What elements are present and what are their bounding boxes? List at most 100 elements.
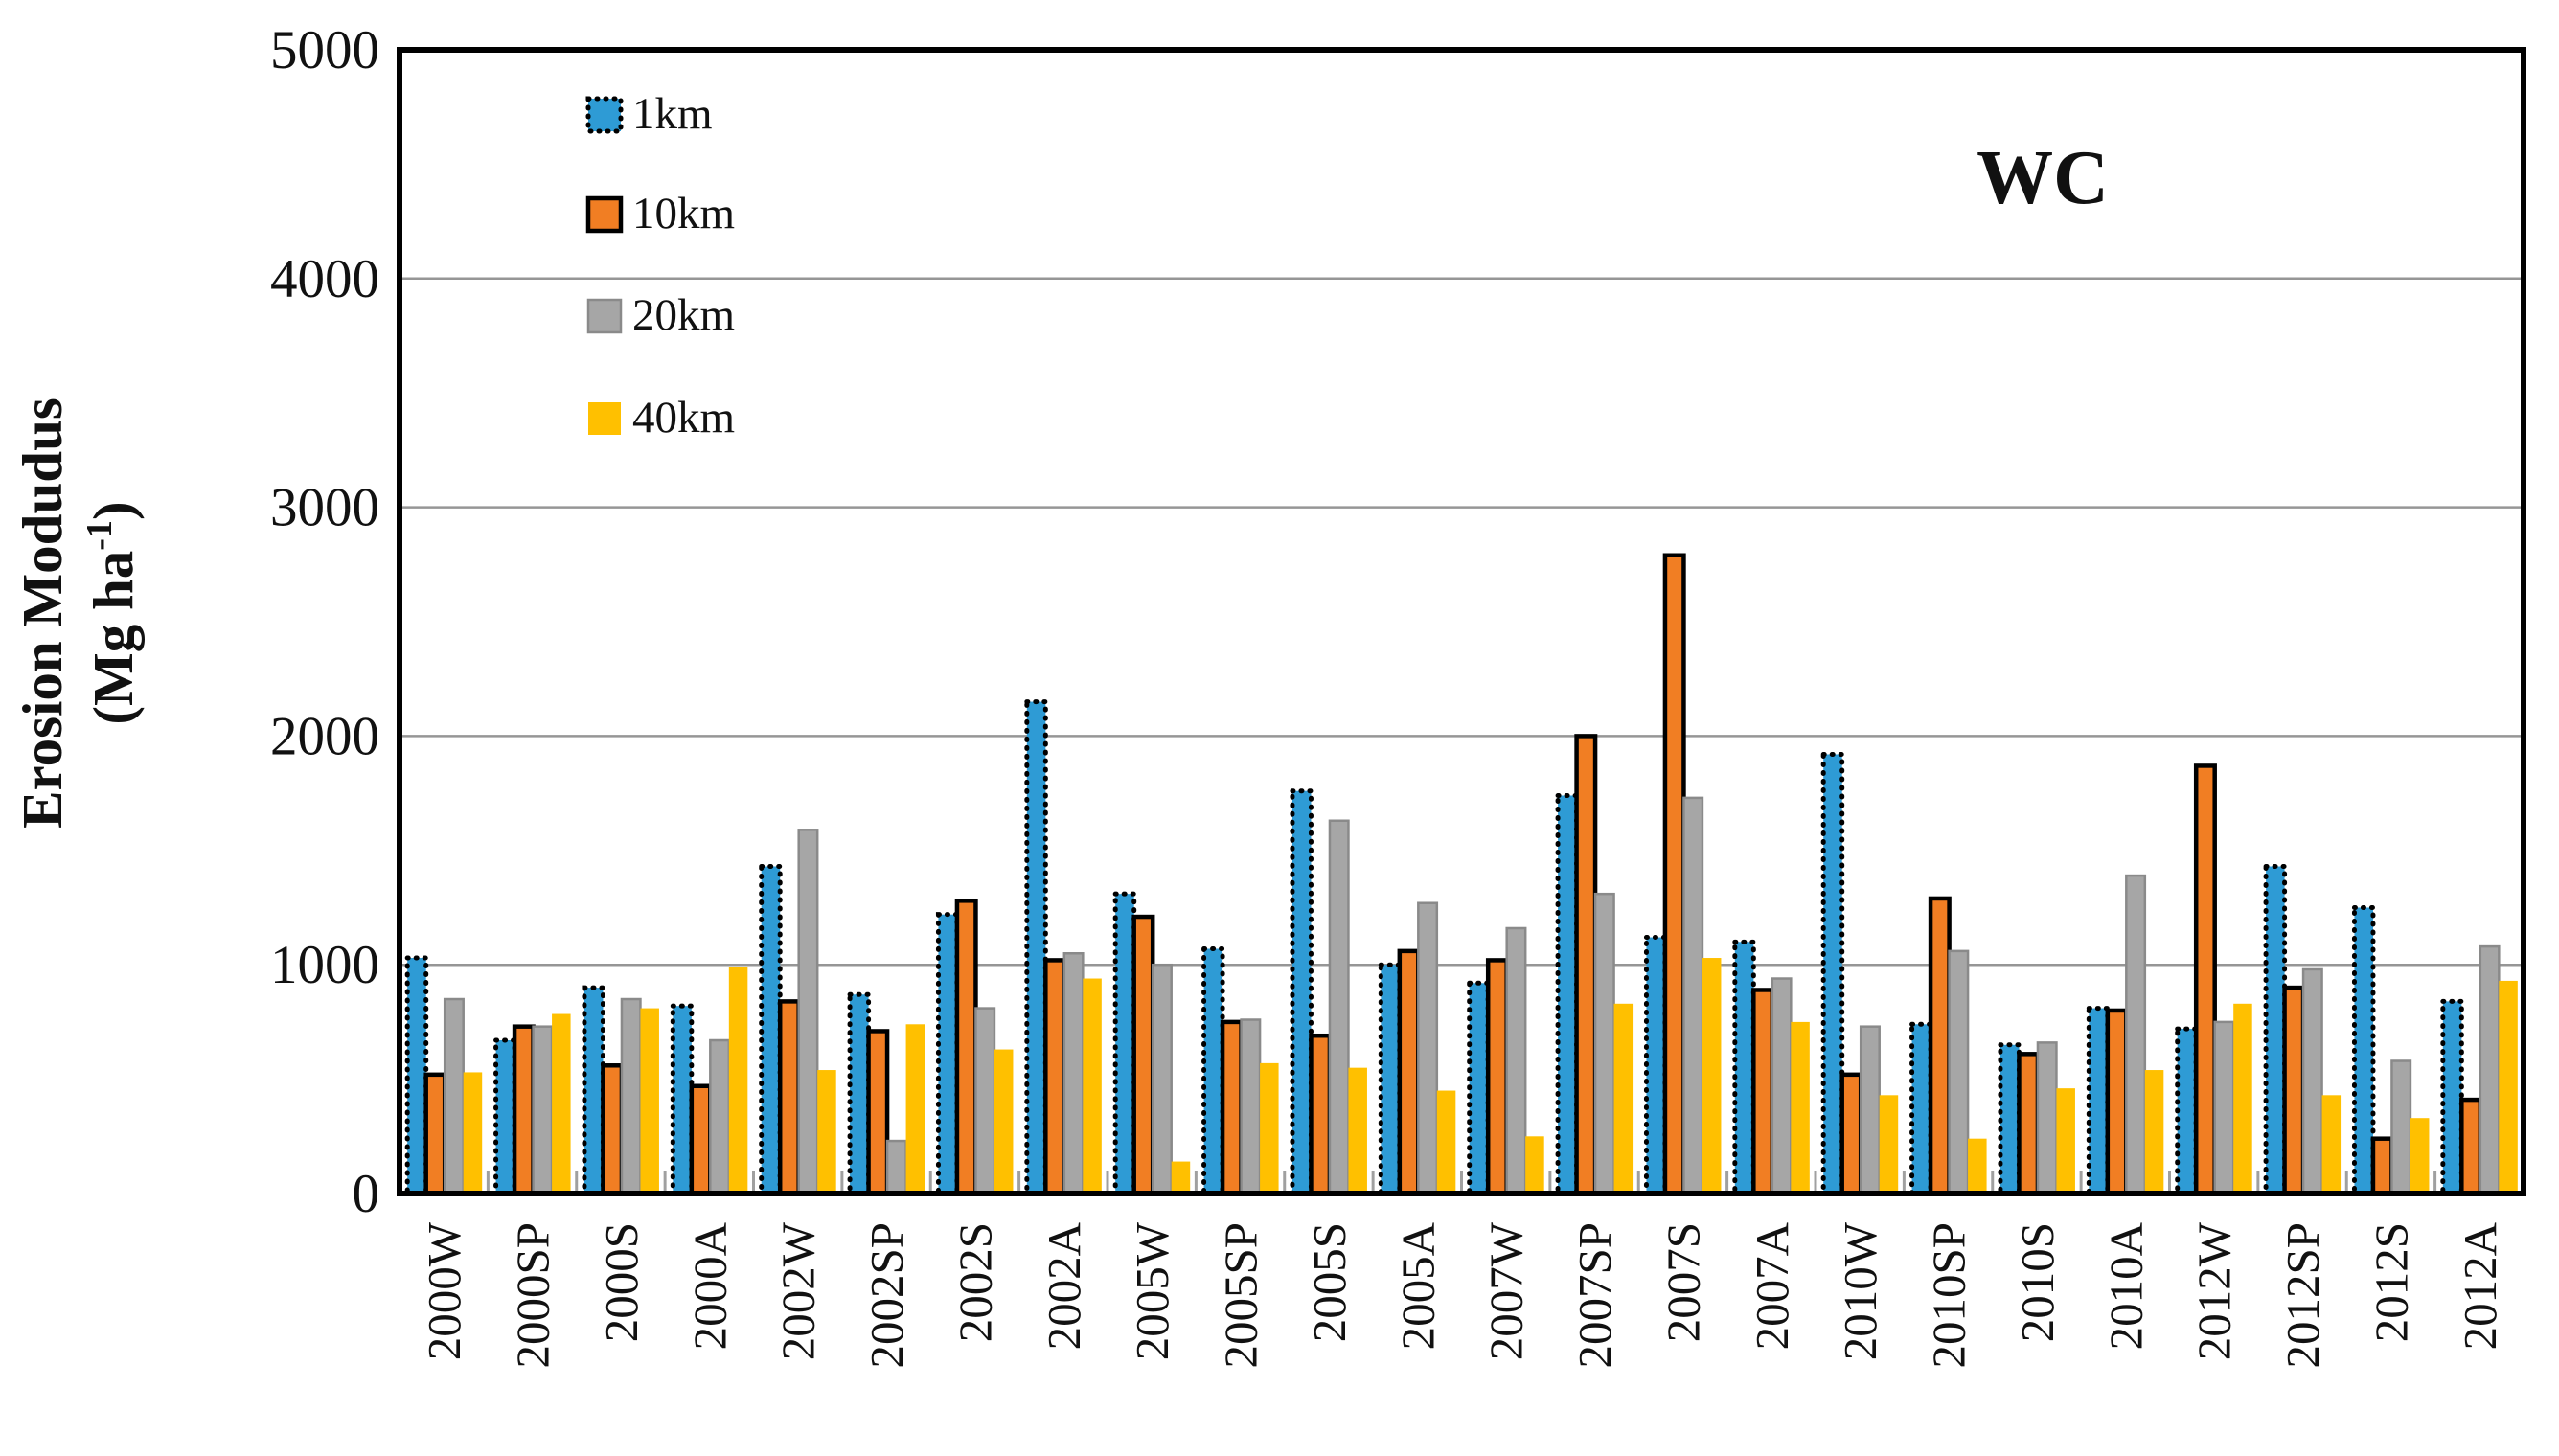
bar-20km-2000S [620, 997, 642, 1195]
bar-20km-2007W [1505, 926, 1527, 1195]
bar-40km-2002W [817, 1070, 836, 1194]
bar-40km-2002S [994, 1049, 1014, 1194]
bar-1km-2005SP [1201, 945, 1225, 1196]
bar-10km-2007S [1662, 553, 1686, 1196]
bar-20km-2002A [1062, 952, 1085, 1195]
bar-40km-2010SP [1968, 1138, 1987, 1194]
bar-1km-2012S [2351, 905, 2376, 1196]
bar-40km-2010W [1879, 1095, 1899, 1194]
bar-1km-2002S [935, 912, 960, 1196]
bar-1km-2002SP [847, 991, 872, 1196]
bar-1km-2010SP [1909, 1021, 1933, 1196]
y-axis-title-line1: Erosion Modudus [11, 398, 74, 829]
bar-40km-2002SP [905, 1024, 925, 1194]
bar-40km-2007S [1702, 958, 1722, 1194]
bar-1km-2010W [1820, 752, 1845, 1196]
bar-1km-2005S [1290, 788, 1314, 1196]
legend-item-20km: 20km [586, 290, 735, 340]
bar-40km-2005SP [1260, 1062, 1279, 1194]
bar-1km-2000S [582, 985, 605, 1196]
bar-10km-2000S [601, 1063, 625, 1196]
bar-40km-2002A [1083, 978, 1102, 1194]
bar-1km-2002W [759, 864, 783, 1196]
bar-1km-2000A [670, 1003, 695, 1196]
x-category-label-2002S: 2002S [948, 1222, 1001, 1342]
bar-series [404, 553, 2518, 1196]
y-axis-title: Erosion Modudus (Mg ha-1) [11, 398, 145, 829]
bar-20km-2010S [2036, 1041, 2058, 1195]
bar-40km-2012SP [2321, 1095, 2342, 1194]
legend: 1km 10km 20km 40km [585, 89, 735, 443]
y-tick-label-3000: 3000 [270, 478, 379, 538]
bar-20km-2007S [1682, 796, 1704, 1195]
bar-10km-2007SP [1574, 734, 1598, 1196]
bar-40km-2005W [1171, 1161, 1191, 1194]
bar-20km-2005A [1417, 901, 1439, 1195]
x-category-label-2002W: 2002W [772, 1221, 825, 1360]
bar-20km-2000SP [532, 1025, 554, 1195]
bar-40km-2000W [463, 1072, 483, 1194]
y-axis-tick-labels: 0 1000 2000 3000 4000 5000 [270, 20, 379, 1224]
bar-10km-2010SP [1928, 896, 1952, 1196]
y-tick-label-5000: 5000 [270, 20, 379, 80]
x-category-label-2000SP: 2000SP [507, 1222, 560, 1369]
bar-10km-2005W [1131, 914, 1155, 1196]
x-category-label-2010S: 2010S [2011, 1222, 2064, 1342]
bar-10km-2005S [1309, 1033, 1333, 1196]
bar-40km-2012A [2499, 980, 2518, 1194]
y-axis-unit-superscript: -1 [80, 520, 120, 551]
bar-40km-2007SP [1613, 1003, 1634, 1194]
legend-label-1km: 1km [632, 89, 713, 139]
bar-20km-2007A [1771, 977, 1793, 1195]
bar-40km-2012S [2410, 1118, 2430, 1194]
bar-10km-2005A [1397, 948, 1421, 1196]
bar-10km-2010S [2017, 1052, 2041, 1196]
x-category-label-2002SP: 2002SP [860, 1222, 913, 1369]
y-tick-label-0: 0 [353, 1164, 380, 1224]
bar-10km-2010W [1839, 1072, 1863, 1196]
x-category-label-2002A: 2002A [1038, 1221, 1090, 1350]
legend-swatch-20km-icon [586, 298, 623, 334]
x-axis-category-labels: 2000W 2000SP 2000S 2000A 2002W 2002SP 2002S 200… [418, 1221, 2506, 1368]
x-category-label-2000W: 2000W [418, 1221, 470, 1360]
bar-1km-2007SP [1555, 792, 1580, 1196]
y-tick-label-2000: 2000 [270, 706, 379, 766]
y-axis-unit-post: ) [81, 501, 145, 520]
x-category-label-2000S: 2000S [595, 1222, 648, 1342]
bar-20km-2007SP [1593, 892, 1615, 1195]
bar-20km-2000W [443, 997, 465, 1195]
bar-10km-2005SP [1220, 1019, 1244, 1196]
legend-item-1km: 1km [585, 89, 713, 139]
bar-20km-2012SP [2301, 967, 2323, 1195]
x-category-label-2005W: 2005W [1126, 1221, 1178, 1360]
bar-20km-2002W [797, 829, 819, 1195]
bar-40km-2005S [1348, 1067, 1367, 1194]
bar-40km-2010S [2056, 1088, 2075, 1194]
x-category-label-2010SP: 2010SP [1923, 1222, 1976, 1369]
bar-10km-2000A [689, 1083, 713, 1196]
bar-1km-2000SP [493, 1037, 517, 1196]
bar-10km-2010A [2105, 1008, 2129, 1196]
x-category-label-2010W: 2010W [1834, 1221, 1886, 1360]
legend-item-40km: 40km [588, 393, 735, 443]
legend-item-10km: 10km [585, 189, 735, 239]
bar-10km-2012S [2370, 1136, 2394, 1196]
x-axis-ticks [486, 1171, 2437, 1194]
bar-10km-2002S [954, 899, 978, 1196]
bar-20km-2005W [1151, 963, 1173, 1195]
legend-swatch-1km-icon [585, 96, 624, 134]
bar-40km-2000S [640, 1008, 659, 1194]
x-category-label-2012A: 2012A [2454, 1221, 2506, 1350]
bar-1km-2012W [2175, 1026, 2199, 1196]
plot-border [397, 47, 2526, 1196]
bar-20km-2012A [2479, 944, 2501, 1195]
x-category-label-2012W: 2012W [2188, 1221, 2241, 1360]
legend-swatch-40km-icon [588, 402, 621, 435]
bar-40km-2012W [2233, 1003, 2252, 1194]
x-category-label-2007A: 2007A [1746, 1221, 1798, 1350]
x-category-label-2007SP: 2007SP [1568, 1222, 1621, 1369]
bar-1km-2010S [1998, 1042, 2022, 1196]
bar-10km-2002W [777, 999, 801, 1196]
bar-10km-2012SP [2282, 985, 2306, 1196]
